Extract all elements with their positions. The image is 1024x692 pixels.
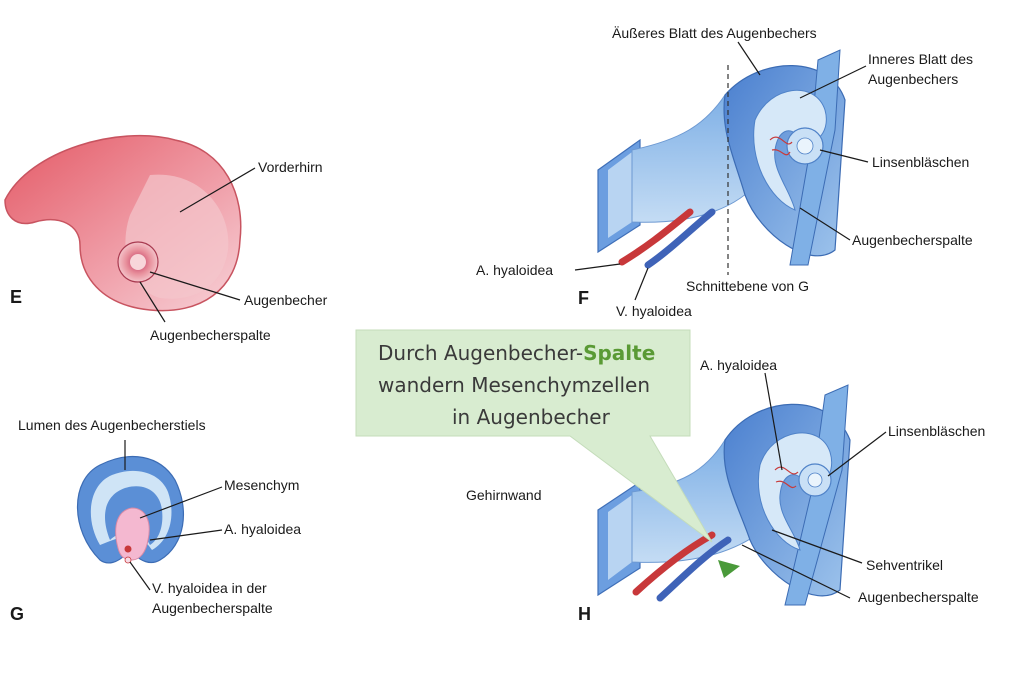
- migration-arrow: [718, 560, 740, 578]
- vein-g: [124, 556, 132, 564]
- panel-letter-h: H: [578, 604, 591, 624]
- label-v-hyaloidea-f: V. hyaloidea: [616, 303, 692, 319]
- label-gehirnwand: Gehirnwand: [466, 487, 542, 503]
- label-lumen: Lumen des Augenbecherstiels: [18, 417, 206, 433]
- label-augenbecherspalte-f: Augenbecherspalte: [852, 232, 973, 248]
- label-schnittebene: Schnittebene von G: [686, 278, 809, 294]
- panel-letter-f: F: [578, 288, 589, 308]
- label-v-hyaloidea-g-1: V. hyaloidea in der: [152, 580, 267, 596]
- label-linsenblaeschen-h: Linsenbläschen: [888, 423, 985, 439]
- callout-line-1: Durch Augenbecher-Spalte: [378, 341, 655, 365]
- vein-h: [656, 536, 732, 602]
- panel-h: A. hyaloidea Linsenbläschen Gehirnwand S…: [466, 357, 985, 624]
- label-augenbecher-e: Augenbecher: [244, 292, 328, 308]
- panel-e: Vorderhirn Augenbecher Augenbecherspalte…: [4, 134, 328, 343]
- label-inneres-blatt-1: Inneres Blatt des: [868, 51, 973, 67]
- label-aeusseres-blatt: Äußeres Blatt des Augenbechers: [612, 25, 817, 41]
- label-a-hyaloidea-f: A. hyaloidea: [476, 262, 553, 278]
- label-augenbecherspalte-e: Augenbecherspalte: [150, 327, 271, 343]
- label-inneres-blatt-2: Augenbechers: [868, 71, 958, 87]
- callout-bubble: Durch Augenbecher-Spalte wandern Mesench…: [355, 329, 713, 543]
- panel-letter-e: E: [10, 287, 22, 307]
- artery-h: [632, 531, 716, 596]
- label-mesenchym: Mesenchym: [224, 477, 299, 493]
- artery-g: [124, 545, 132, 553]
- vein-f: [644, 208, 716, 269]
- label-v-hyaloidea-g-2: Augenbecherspalte: [152, 600, 273, 616]
- callout-line-2: wandern Mesenchymzellen: [378, 373, 650, 397]
- label-vorderhirn: Vorderhirn: [258, 159, 323, 175]
- artery-f: [618, 208, 694, 266]
- label-augenbecherspalte-h: Augenbecherspalte: [858, 589, 979, 605]
- label-a-hyaloidea-g: A. hyaloidea: [224, 521, 301, 537]
- label-sehventrikel: Sehventrikel: [866, 557, 943, 573]
- panel-letter-g: G: [10, 604, 24, 624]
- label-linsenblaeschen-f: Linsenbläschen: [872, 154, 969, 170]
- panel-f: Äußeres Blatt des Augenbechers Inneres B…: [476, 25, 973, 319]
- label-a-hyaloidea-h: A. hyaloidea: [700, 357, 777, 373]
- optic-cup-e-inner: [130, 254, 146, 270]
- callout-line-3: in Augenbecher: [452, 405, 611, 429]
- panel-g: Lumen des Augenbecherstiels Mesenchym A.…: [10, 417, 301, 624]
